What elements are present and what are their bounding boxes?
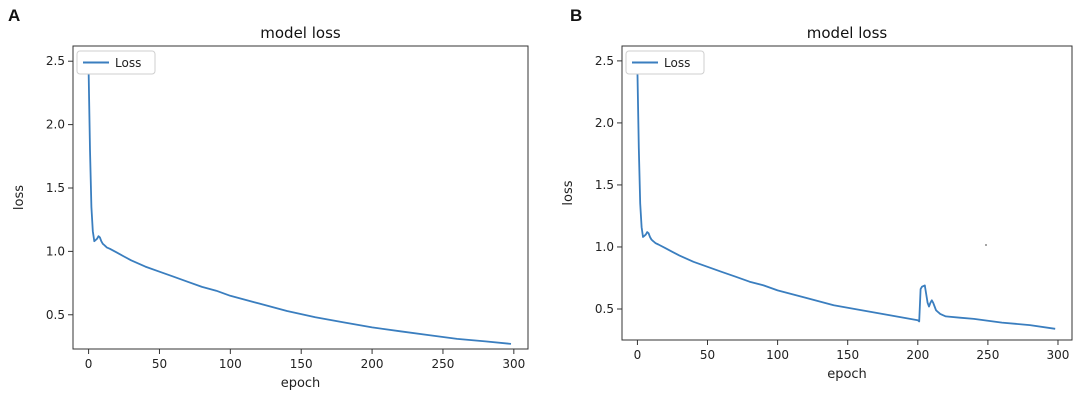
plot-frame bbox=[621, 45, 1073, 341]
y-axis-title: loss bbox=[561, 180, 576, 205]
y-tick-label: 2.5 bbox=[595, 54, 614, 68]
x-tick-label: 200 bbox=[361, 357, 384, 371]
chart-panel-b: B model loss 0 50 100 150 200 250 300 0.5 1.0 1.5 2… bbox=[542, 0, 1084, 404]
y-tick-label: 1.0 bbox=[595, 240, 614, 254]
y-tick-label: 0.5 bbox=[46, 308, 65, 322]
x-tick-label: 50 bbox=[700, 348, 715, 362]
chart-b-svg: model loss 0 50 100 150 200 250 300 0.5 1.0 1.5 2.0… bbox=[561, 24, 1073, 382]
x-tick-label: 0 bbox=[634, 348, 642, 362]
x-tick-label: 250 bbox=[976, 348, 999, 362]
chart-a-svg: model loss 0 50 100 150 200 250 300 0.5 1.0 1.5 2.0… bbox=[12, 24, 529, 391]
chart-title: model loss bbox=[807, 24, 888, 42]
y-tick-label: 1.5 bbox=[46, 181, 65, 195]
loss-series-line bbox=[87, 70, 512, 345]
stray-dot-mark bbox=[985, 244, 987, 246]
y-tick-label: 2.5 bbox=[46, 54, 65, 68]
x-tick-label: 100 bbox=[766, 348, 789, 362]
legend-box bbox=[625, 50, 705, 75]
x-tick-label: 250 bbox=[432, 357, 455, 371]
panel-letter-b: B bbox=[570, 6, 583, 25]
legend-label: Loss bbox=[664, 56, 690, 70]
x-tick-label: 150 bbox=[290, 357, 313, 371]
x-tick-label: 50 bbox=[152, 357, 167, 371]
y-tick-label: 1.0 bbox=[46, 244, 65, 258]
x-tick-label: 300 bbox=[502, 357, 525, 371]
x-tick-label: 200 bbox=[906, 348, 929, 362]
y-tick-label: 1.5 bbox=[595, 178, 614, 192]
y-tick-label: 0.5 bbox=[595, 302, 614, 316]
x-tick-label: 100 bbox=[219, 357, 242, 371]
x-axis-title: epoch bbox=[281, 376, 321, 391]
legend-label: Loss bbox=[115, 56, 141, 70]
x-axis-title: epoch bbox=[827, 367, 867, 382]
x-tick-label: 300 bbox=[1047, 348, 1070, 362]
x-tick-label: 150 bbox=[836, 348, 859, 362]
loss-series-line bbox=[636, 69, 1056, 330]
panel-letter-a: A bbox=[8, 6, 21, 25]
legend-box bbox=[76, 50, 156, 75]
chart-panel-a: A model loss 0 50 100 150 200 250 300 0.5 1.0 1.5 2… bbox=[8, 6, 529, 391]
y-axis-title: loss bbox=[12, 185, 27, 210]
x-tick-label: 0 bbox=[85, 357, 93, 371]
y-tick-label: 2.0 bbox=[46, 118, 65, 132]
chart-title: model loss bbox=[260, 24, 341, 42]
y-tick-label: 2.0 bbox=[595, 116, 614, 130]
plot-frame bbox=[72, 45, 529, 350]
